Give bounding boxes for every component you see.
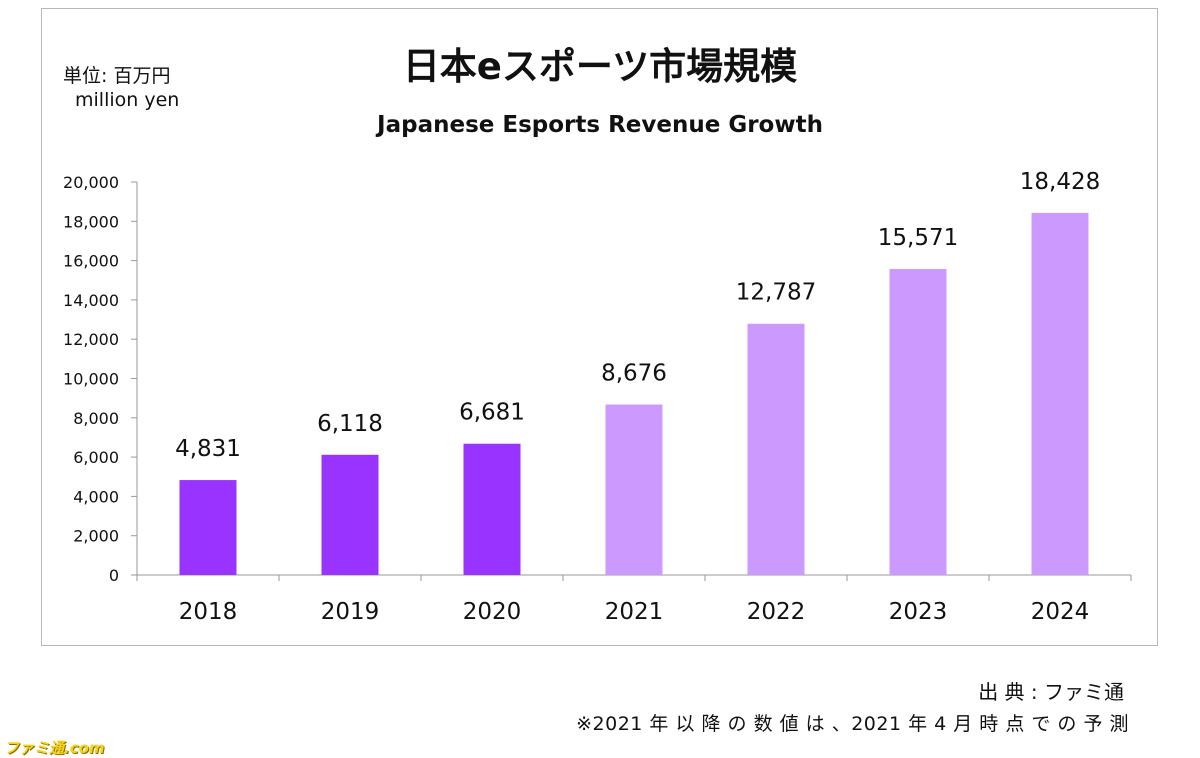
x-tick-label-2024: 2024 (1031, 599, 1090, 625)
famitsu-logo-watermark: ファミ通.com (4, 739, 105, 757)
y-tick-label: 10,000 (63, 370, 119, 389)
x-tick-label-2020: 2020 (463, 599, 522, 625)
y-tick-label: 0 (109, 566, 119, 585)
y-tick-label: 12,000 (63, 330, 119, 349)
y-tick-label: 6,000 (73, 448, 119, 467)
x-tick-label-2023: 2023 (889, 599, 948, 625)
y-tick-label: 14,000 (63, 291, 119, 310)
unit-label-en: million yen (75, 89, 180, 111)
chart-title: 日本eスポーツ市場規模 (402, 45, 798, 88)
y-tick-label: 20,000 (63, 173, 119, 192)
bar-2018 (179, 480, 237, 575)
bar-2021 (605, 404, 663, 575)
y-tick-label: 8,000 (73, 409, 119, 428)
unit-label-ja: 単位: 百万円 (63, 65, 171, 87)
y-tick-label: 18,000 (63, 212, 119, 231)
x-tick-label-2019: 2019 (321, 599, 380, 625)
chart-subtitle: Japanese Esports Revenue Growth (377, 112, 823, 138)
x-tick-label-2018: 2018 (179, 599, 238, 625)
data-label-2022: 12,787 (736, 280, 816, 306)
y-tick-label: 16,000 (63, 252, 119, 271)
forecast-note: ※2021 年 以 降 の 数 値 は 、2021 年 4 月 時 点 で の … (576, 713, 1129, 735)
y-tick-label: 4,000 (73, 487, 119, 506)
data-label-2021: 8,676 (601, 361, 667, 387)
bar-2019 (321, 454, 379, 575)
x-tick-label-2021: 2021 (605, 599, 664, 625)
bar-2022 (747, 323, 805, 575)
bar-2023 (889, 269, 947, 575)
chart-frame (41, 8, 1158, 646)
data-label-2023: 15,571 (878, 225, 958, 251)
data-label-2019: 6,118 (317, 411, 383, 437)
bar-2020 (463, 443, 521, 575)
x-tick-label-2022: 2022 (747, 599, 806, 625)
data-label-2018: 4,831 (175, 436, 241, 462)
data-label-2020: 6,681 (459, 400, 525, 426)
data-label-2024: 18,428 (1020, 169, 1100, 195)
y-tick-label: 2,000 (73, 527, 119, 546)
source-credit: 出 典 : ファミ通 (978, 680, 1124, 704)
bar-2024 (1031, 212, 1089, 575)
